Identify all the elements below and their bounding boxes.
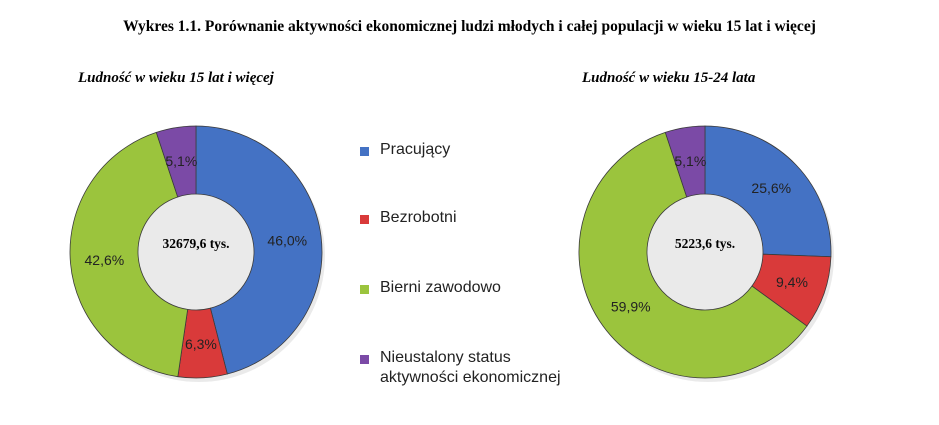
right-donut-label-0: 25,6% xyxy=(751,180,791,196)
legend-swatch-bezrobotni xyxy=(360,215,369,224)
legend-label-pracujacy: Pracujący xyxy=(380,141,451,158)
legend-swatch-pracujacy xyxy=(360,147,369,156)
left-donut-label-3: 5,1% xyxy=(165,153,197,169)
left-donut-label-2: 42,6% xyxy=(85,252,125,268)
left-donut-slice-0 xyxy=(195,125,323,375)
legend-label-bierni: Bierni zawodowo xyxy=(380,279,501,296)
left-donut-slice-3 xyxy=(155,125,197,198)
right-donut-center-label: 5223,6 tys. xyxy=(675,236,735,251)
left-donut: 46,0% 6,3% 42,6% 5,1% 32679,6 tys. xyxy=(69,125,325,382)
legend-label-nieustalony: Nieustalony status aktywności ekonomiczn… xyxy=(380,349,561,386)
left-chart-subtitle: Ludność w wieku 15 lat i więcej xyxy=(78,70,274,86)
right-donut-label-3: 5,1% xyxy=(674,153,706,169)
chart-title: Wykres 1.1. Porównanie aktywności ekonom… xyxy=(123,18,816,35)
legend-swatch-nieustalony xyxy=(360,355,369,364)
right-donut-label-2: 59,9% xyxy=(611,298,651,314)
right-donut: 25,6% 9,4% 59,9% 5,1% 5223,6 tys. xyxy=(578,125,834,382)
right-chart-subtitle: Ludność w wieku 15-24 lata xyxy=(582,70,756,86)
left-donut-slice-2 xyxy=(69,131,189,378)
left-donut-label-1: 6,3% xyxy=(185,336,217,352)
right-donut-slice-2 xyxy=(578,131,808,379)
left-donut-label-0: 46,0% xyxy=(267,232,307,248)
right-donut-label-1: 9,4% xyxy=(776,274,808,290)
left-donut-center-label: 32679,6 tys. xyxy=(162,236,229,251)
right-donut-slice-0 xyxy=(704,125,832,258)
legend-label-bezrobotni: Bezrobotni xyxy=(380,209,457,226)
legend-swatch-bierni xyxy=(360,285,369,294)
right-donut-slice-3 xyxy=(664,125,706,198)
